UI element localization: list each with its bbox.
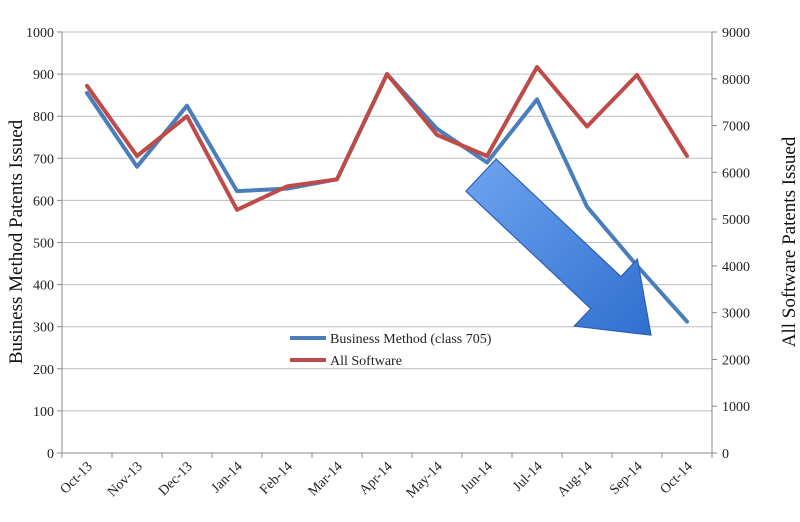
x-tick-label: Sep-14 bbox=[607, 459, 646, 498]
x-tick-label: Apr-14 bbox=[357, 459, 396, 498]
y2-tick-label: 9000 bbox=[722, 26, 750, 41]
y-tick-label: 800 bbox=[33, 110, 54, 125]
x-tick-label: Feb-14 bbox=[257, 459, 296, 498]
y-tick-label: 100 bbox=[33, 405, 54, 420]
y2-tick-label: 5000 bbox=[722, 213, 750, 228]
series-line-all-software bbox=[85, 65, 689, 212]
right-axis-ticks: 0 1000 2000 3000 4000 5000 6000 7000 8000 9000 bbox=[712, 26, 750, 462]
series-lines bbox=[85, 65, 689, 324]
y-tick-label: 300 bbox=[33, 321, 54, 336]
x-tick-label: Jun-14 bbox=[458, 459, 496, 497]
legend: Business Method (class 705) All Software bbox=[290, 332, 492, 369]
y-tick-label: 700 bbox=[33, 152, 54, 167]
x-tick-label: Dec-13 bbox=[156, 459, 196, 499]
y-tick-label: 1000 bbox=[26, 26, 54, 41]
legend-label: All Software bbox=[330, 354, 402, 369]
legend-label: Business Method (class 705) bbox=[330, 332, 492, 347]
y-tick-label: 900 bbox=[33, 68, 54, 83]
y-axis-title: Business Method Patents Issued bbox=[6, 119, 27, 364]
y-tick-label: 200 bbox=[33, 363, 54, 378]
y-tick-label: 500 bbox=[33, 237, 54, 252]
x-tick-label: Oct-13 bbox=[58, 459, 96, 497]
x-tick-label: Aug-14 bbox=[555, 459, 596, 500]
y-tick-label: 600 bbox=[33, 194, 54, 209]
y2-tick-label: 0 bbox=[722, 447, 729, 462]
downward-arrow-annotation bbox=[465, 158, 652, 336]
downward-arrow-icon bbox=[465, 158, 652, 336]
x-tick-label: May-14 bbox=[404, 459, 446, 501]
x-axis-ticks: Oct-13 Nov-13 Dec-13 Jan-14 Feb-14 Mar-14 Apr-… bbox=[58, 453, 713, 501]
x-tick-label: Oct-14 bbox=[658, 459, 696, 497]
y-tick-label: 400 bbox=[33, 279, 54, 294]
x-tick-label: Mar-14 bbox=[306, 459, 346, 499]
x-tick-label: Nov-13 bbox=[105, 459, 146, 500]
y2-tick-label: 3000 bbox=[722, 307, 750, 322]
y-tick-label: 0 bbox=[47, 447, 54, 462]
y2-tick-label: 7000 bbox=[722, 120, 750, 135]
y2-tick-label: 4000 bbox=[722, 260, 750, 275]
y2-tick-label: 8000 bbox=[722, 73, 750, 88]
left-axis-ticks: 0 100 200 300 400 500 600 700 800 900 1000 bbox=[26, 26, 62, 462]
y2-axis-title: All Software Patents Issued bbox=[779, 136, 800, 347]
x-tick-label: Jul-14 bbox=[510, 459, 545, 494]
y2-tick-label: 1000 bbox=[722, 400, 750, 415]
y2-tick-label: 2000 bbox=[722, 353, 750, 368]
x-tick-label: Jan-14 bbox=[209, 459, 246, 496]
y2-tick-label: 6000 bbox=[722, 166, 750, 181]
